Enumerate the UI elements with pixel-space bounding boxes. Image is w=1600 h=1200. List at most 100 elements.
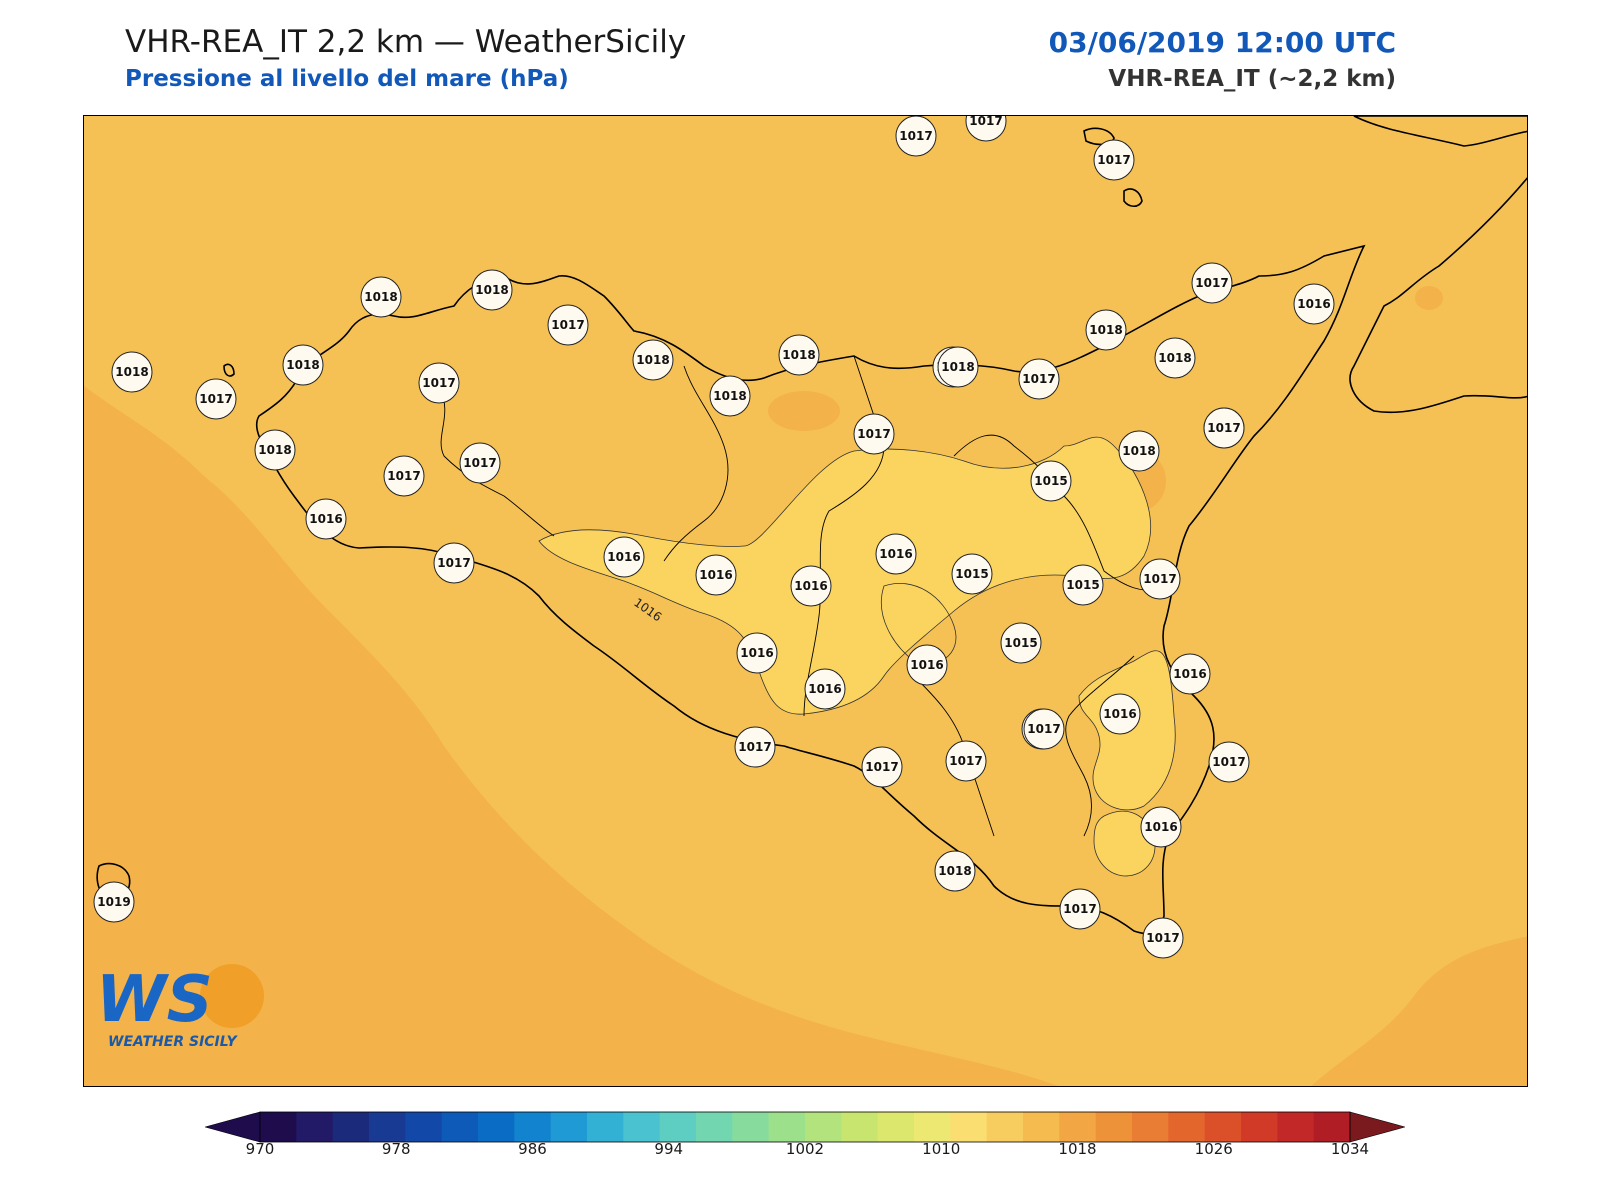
logo-letters: WS <box>96 963 213 1037</box>
high-pressure-patch-ne <box>1415 286 1443 310</box>
weathersicily-logo: WS WEATHER SICILY <box>96 963 264 1050</box>
station-value: 1015 <box>1066 578 1099 592</box>
colorbar-segment <box>659 1112 697 1142</box>
colorbar-segment <box>877 1112 915 1142</box>
map-title: VHR-REA_IT 2,2 km — WeatherSicily <box>125 24 687 60</box>
station-circle <box>1208 741 1250 783</box>
station-circle <box>254 429 296 471</box>
station-circle <box>875 533 917 575</box>
station-circle <box>1059 888 1101 930</box>
station-circle <box>360 276 402 318</box>
colorbar-segment <box>478 1112 515 1142</box>
colorbar-min-extend <box>205 1111 261 1143</box>
station-circle <box>1062 564 1104 606</box>
station-value: 1018 <box>115 365 148 379</box>
station-value: 1018 <box>938 864 971 878</box>
station-value: 1015 <box>1004 636 1037 650</box>
lipari-island <box>1083 127 1115 146</box>
station-circle <box>1000 622 1042 664</box>
colorbar-segment <box>841 1112 879 1142</box>
colorbar-segment <box>1241 1112 1278 1142</box>
station-circle <box>547 304 589 346</box>
station-circle <box>471 269 513 311</box>
station-circle <box>695 554 737 596</box>
sicily-coastline <box>255 244 1366 935</box>
colorbar-tick-label: 1010 <box>922 1140 961 1158</box>
colorbar-segment <box>950 1112 988 1142</box>
colorbar-frame <box>259 1111 1351 1143</box>
station-value: 1018 <box>258 443 291 457</box>
colorbar-segment <box>914 1112 951 1142</box>
colorbar-segment <box>587 1112 624 1142</box>
calabria-coastline <box>1349 116 1527 414</box>
isobar-1016-east <box>1078 650 1176 811</box>
station-circle <box>934 850 976 892</box>
colorbar-segment <box>1095 1112 1133 1142</box>
colorbar-segment <box>805 1112 842 1142</box>
station-circle <box>603 536 645 578</box>
station-circle <box>93 881 135 923</box>
station-circle <box>195 378 237 420</box>
station-value: 1017 <box>949 754 982 768</box>
logo-text: WEATHER SICILY <box>108 1034 239 1050</box>
station-value: 1017 <box>857 427 890 441</box>
station-circle <box>790 565 832 607</box>
stromboli-island <box>1123 188 1143 208</box>
station-circle <box>305 498 347 540</box>
station-value: 1018 <box>636 353 669 367</box>
valid-datetime: 03/06/2019 12:00 UTC <box>1048 26 1396 59</box>
colorbar-segment <box>623 1112 661 1142</box>
station-value: 1018 <box>475 283 508 297</box>
high-pressure-patch-north <box>768 391 840 431</box>
station-value: 1017 <box>865 760 898 774</box>
high-pressure-patch-se <box>1311 936 1527 1086</box>
station-value: 1018 <box>364 290 397 304</box>
colorbar-segment <box>1168 1112 1206 1142</box>
station-circle <box>1085 309 1127 351</box>
isobar-1016-south <box>1093 810 1156 877</box>
station-value: 1016 <box>607 550 640 564</box>
station-value: 1017 <box>1143 572 1176 586</box>
station-value: 1016 <box>309 512 342 526</box>
station-circle <box>1030 460 1072 502</box>
map-subtitle: Pressione al livello del mare (hPa) <box>125 66 569 92</box>
station-circle <box>1140 806 1182 848</box>
station-value: 1017 <box>199 392 232 406</box>
station-value: 1018 <box>1122 444 1155 458</box>
station-circle <box>632 339 674 381</box>
station-circle <box>778 334 820 376</box>
colorbar-segment <box>768 1112 806 1142</box>
station-circle <box>951 553 993 595</box>
station-value: 1015 <box>1034 474 1067 488</box>
colorbar-segment <box>1277 1112 1315 1142</box>
colorbar-segment <box>1313 1112 1351 1142</box>
station-value: 1016 <box>1144 820 1177 834</box>
station-value: 1017 <box>1097 153 1130 167</box>
colorbar-tick-label: 994 <box>654 1140 684 1158</box>
colorbar-segment <box>369 1112 406 1142</box>
station-circle <box>1018 358 1060 400</box>
station-value: 1018 <box>713 389 746 403</box>
colorbar-segment <box>1204 1112 1242 1142</box>
colorbar-segment <box>696 1112 733 1142</box>
high-pressure-area <box>84 386 1059 1086</box>
station-value: 1017 <box>1027 722 1060 736</box>
station-circle <box>734 726 776 768</box>
station-value: 1016 <box>910 658 943 672</box>
station-circle <box>459 442 501 484</box>
station-circle <box>1154 337 1196 379</box>
station-circle <box>1099 693 1141 735</box>
station-circle <box>945 740 987 782</box>
station-circle <box>937 346 979 388</box>
station-value: 1017 <box>463 456 496 470</box>
station-circle <box>433 542 475 584</box>
station-value: 1018 <box>1158 351 1191 365</box>
colorbar-segment <box>986 1112 1024 1142</box>
station-value: 1016 <box>740 646 773 660</box>
station-value: 1017 <box>551 318 584 332</box>
colorbar-segment <box>1132 1112 1169 1142</box>
marettimo-island <box>223 363 235 377</box>
colorbar-segment <box>1023 1112 1060 1142</box>
station-value: 1016 <box>808 682 841 696</box>
station-markers: 1017 1017 1017 1017 1016 1018 1018 1017 1018 1018… <box>93 116 1335 959</box>
